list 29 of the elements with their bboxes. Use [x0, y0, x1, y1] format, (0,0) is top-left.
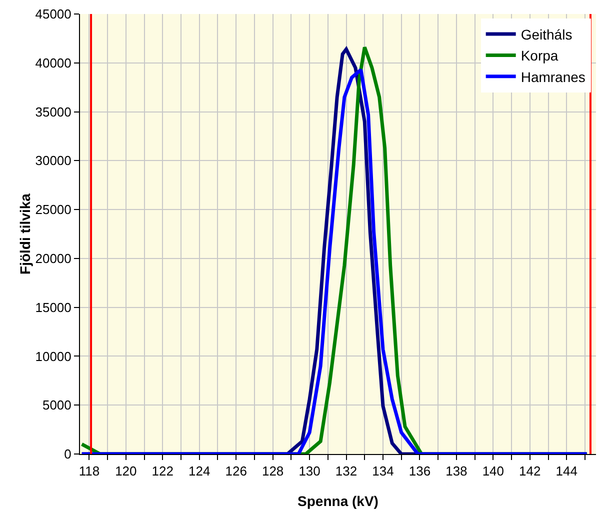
x-tick-label: 118 [78, 464, 100, 479]
x-tick-label: 138 [446, 464, 468, 479]
y-tick-label: 15000 [35, 300, 72, 315]
x-tick-label: 126 [225, 464, 247, 479]
y-tick-label: 5000 [42, 398, 72, 413]
x-tick-label: 136 [408, 464, 431, 479]
x-axis-title: Spenna (kV) [298, 493, 378, 509]
y-tick-label: 10000 [35, 348, 72, 364]
y-tick-label: 40000 [35, 55, 72, 70]
y-tick-label: 25000 [35, 202, 72, 218]
y-tick-label: 45000 [35, 6, 72, 22]
x-tick-label: 144 [556, 464, 578, 479]
x-tick-label: 124 [188, 464, 210, 479]
y-tick-label: 0 [64, 446, 72, 462]
y-tick-label: 20000 [35, 250, 72, 266]
x-tick-label: 134 [372, 464, 394, 479]
x-tick-label: 130 [298, 464, 320, 479]
legend-label: Geitháls [520, 26, 572, 42]
x-tick-label: 140 [482, 464, 504, 479]
legend-label: Korpa [520, 48, 558, 64]
y-axis-title: Fjöldi tilvika [17, 193, 34, 274]
y-tick-label: 35000 [35, 104, 72, 120]
x-tick-label: 132 [335, 464, 358, 479]
x-tick-label: 142 [519, 464, 541, 479]
legend-label: Hamranes [520, 68, 586, 85]
y-tick-label: 30000 [35, 153, 72, 168]
x-tick-label: 120 [115, 464, 137, 479]
x-tick-label: 122 [152, 464, 174, 479]
x-tick-label: 128 [262, 464, 284, 479]
